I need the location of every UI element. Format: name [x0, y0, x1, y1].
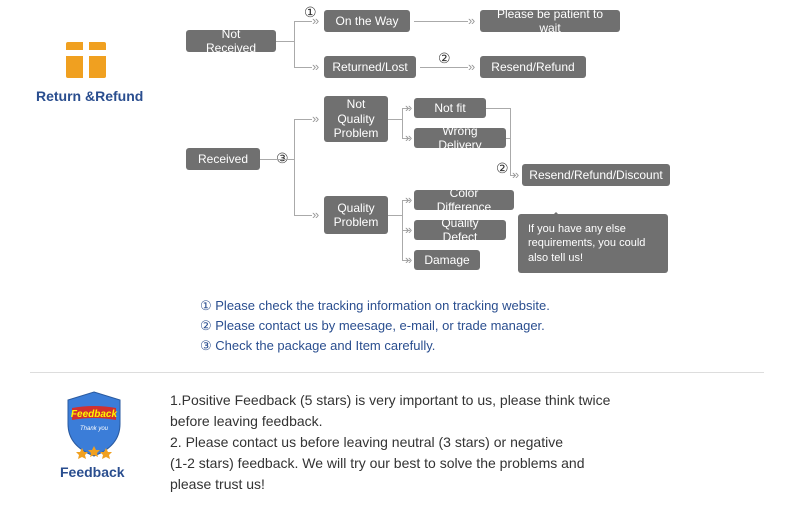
note-3: ③ Check the package and Item carefully.: [200, 338, 435, 354]
line: [510, 108, 511, 175]
line: [294, 119, 295, 215]
line: [276, 41, 294, 42]
node-resend-refund-2: Resend/Refund/Discount: [522, 164, 670, 186]
arrow-icon: »: [512, 167, 516, 182]
line: [486, 108, 510, 109]
line: [294, 119, 312, 120]
arrow-icon: »: [312, 13, 316, 28]
arrow-icon: »: [405, 130, 409, 145]
line: [294, 21, 312, 22]
feedback-badge-icon: Feedback Thank you: [62, 390, 126, 460]
line: [388, 119, 402, 120]
node-damage: Damage: [414, 250, 480, 270]
arrow-icon: »: [405, 100, 409, 115]
line: [506, 138, 510, 139]
arrow-icon: »: [468, 59, 472, 74]
node-quality-defect: Quality Defect: [414, 220, 506, 240]
circled-2b: ②: [496, 160, 509, 177]
node-wrong-delivery: Wrong Delivery: [414, 128, 506, 148]
node-color-diff: Color Difference: [414, 190, 514, 210]
line: [420, 67, 468, 68]
note-1: ① Please check the tracking information …: [200, 298, 550, 314]
circled-2a: ②: [438, 50, 451, 67]
arrow-icon: »: [405, 222, 409, 237]
node-not-quality: Not Quality Problem: [324, 96, 388, 142]
feedback-line-2: before leaving feedback.: [170, 411, 323, 432]
feedback-line-1: 1.Positive Feedback (5 stars) is very im…: [170, 390, 610, 411]
line: [294, 67, 312, 68]
node-received: Received: [186, 148, 260, 170]
line: [294, 21, 295, 68]
node-on-the-way: On the Way: [324, 10, 410, 32]
arrow-icon: »: [312, 111, 316, 126]
badge-mid-text: Thank you: [80, 426, 109, 432]
feedback-line-4: (1-2 stars) feedback. We will try our be…: [170, 453, 584, 474]
node-quality: Quality Problem: [324, 196, 388, 234]
line: [402, 108, 403, 139]
node-resend-refund-1: Resend/Refund: [480, 56, 586, 78]
badge-top-text: Feedback: [71, 409, 118, 420]
arrow-icon: »: [312, 207, 316, 222]
node-not-fit: Not fit: [414, 98, 486, 118]
arrow-icon: »: [468, 13, 472, 28]
feedback-line-3: 2. Please contact us before leaving neut…: [170, 432, 563, 453]
note-2: ② Please contact us by meesage, e-mail, …: [200, 318, 545, 334]
arrow-icon: »: [405, 252, 409, 267]
node-returned-lost: Returned/Lost: [324, 56, 416, 78]
feedback-title: Feedback: [60, 464, 125, 480]
arrow-icon: »: [312, 59, 316, 74]
return-refund-title: Return &Refund: [36, 88, 143, 104]
speech-bubble: If you have any else requirements, you c…: [518, 214, 668, 273]
line: [260, 159, 294, 160]
line: [414, 21, 468, 22]
feedback-line-5: please trust us!: [170, 474, 265, 495]
line: [388, 215, 402, 216]
separator: [30, 372, 764, 373]
node-not-received: Not Received: [186, 30, 276, 52]
gift-icon: [66, 42, 106, 78]
node-patient: Please be patient to wait: [480, 10, 620, 32]
line: [294, 215, 312, 216]
arrow-icon: »: [405, 192, 409, 207]
